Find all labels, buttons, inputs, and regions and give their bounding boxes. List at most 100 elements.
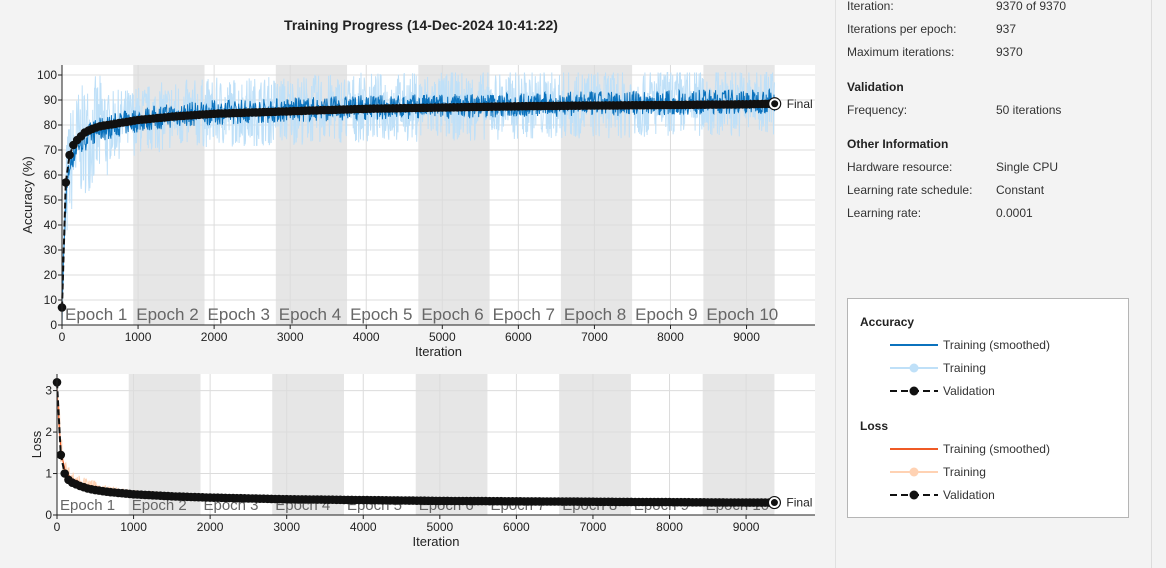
training-charts: Epoch 1 Epoch 2 Epoch 3 Epoch 4 Epoch 5 Epoch… <box>20 65 815 549</box>
info-label: Maximum iterations: <box>847 45 955 59</box>
x-axis-label: Iteration <box>413 534 460 549</box>
info-value: 9370 <box>996 45 1023 59</box>
x-tick-label: 6000 <box>505 330 532 344</box>
y-tick-label: 0 <box>50 318 57 332</box>
training-progress-title: Training Progress (14-Dec-2024 10:41:22) <box>284 17 558 33</box>
epoch-band <box>272 374 344 515</box>
final-label: Final <box>786 496 812 510</box>
vertical-scrollbar[interactable] <box>1151 0 1166 568</box>
epoch-label: Epoch 3 <box>208 305 270 324</box>
y-tick-label: 90 <box>44 93 58 107</box>
epoch-label: Epoch 5 <box>350 305 412 324</box>
plot-area: Training Progress (14-Dec-2024 10:41:22)… <box>20 17 815 549</box>
legend-item: Training <box>943 361 986 375</box>
y-tick-label: 10 <box>44 293 58 307</box>
y-tick-label: 50 <box>44 193 58 207</box>
info-label: Iterations per epoch: <box>847 22 957 36</box>
other-information-header: Other Information <box>847 137 949 151</box>
y-tick-label: 30 <box>44 243 58 257</box>
info-value: 50 iterations <box>996 103 1062 117</box>
final-marker-dot <box>770 499 778 507</box>
x-tick-label: 0 <box>59 330 66 344</box>
y-tick-label: 40 <box>44 218 58 232</box>
epoch-label: Epoch 4 <box>279 305 341 324</box>
y-tick-label: 70 <box>44 143 58 157</box>
x-tick-label: 4000 <box>350 520 377 534</box>
epoch-label: Epoch 10 <box>706 305 778 324</box>
epoch-band <box>415 374 488 515</box>
epoch-label: Epoch 2 <box>132 497 187 514</box>
epoch-label: Epoch 1 <box>65 305 127 324</box>
y-tick-label: 3 <box>45 384 52 398</box>
x-tick-label: 1000 <box>120 520 147 534</box>
acc-validation-marker <box>909 386 919 396</box>
legend-item: Training (smoothed) <box>943 442 1050 456</box>
epoch-label: Epoch 7 <box>493 305 555 324</box>
info-value: Constant <box>996 183 1045 197</box>
info-value: 937 <box>996 22 1017 36</box>
accuracy-legend-swatches <box>890 344 938 396</box>
acc-training-marker <box>909 363 919 373</box>
epoch-label: Epoch 6 <box>421 305 483 324</box>
info-label: Hardware resource: <box>847 160 953 174</box>
info-value: 0.0001 <box>996 206 1033 220</box>
info-label: Iteration: <box>847 0 894 13</box>
epoch-label: Epoch 9 <box>635 305 697 324</box>
legend-accuracy-header: Accuracy <box>860 315 915 329</box>
final-label: Final <box>787 97 813 111</box>
x-tick-label: 3000 <box>273 520 300 534</box>
x-tick-label: 8000 <box>656 520 683 534</box>
x-tick-label: 0 <box>54 520 61 534</box>
x-tick-label: 6000 <box>503 520 530 534</box>
x-tick-label: 1000 <box>125 330 152 344</box>
y-tick-label: 100 <box>37 68 57 82</box>
y-tick-label: 2 <box>45 425 52 439</box>
epoch-label: Epoch 1 <box>60 497 115 514</box>
final-marker-dot <box>771 100 779 108</box>
info-label: Frequency: <box>847 103 908 117</box>
epoch-band <box>702 374 775 515</box>
epoch-band <box>559 374 631 515</box>
x-tick-label: 4000 <box>353 330 380 344</box>
info-label: Learning rate schedule: <box>847 183 973 197</box>
x-tick-label: 2000 <box>201 330 228 344</box>
x-tick-label: 3000 <box>277 330 304 344</box>
loss-legend-swatches <box>890 448 938 500</box>
legend-item: Training <box>943 465 986 479</box>
x-tick-label: 8000 <box>657 330 684 344</box>
x-tick-label: 7000 <box>580 520 607 534</box>
loss-training-marker <box>909 467 919 477</box>
loss-validation-marker <box>909 490 919 500</box>
x-axis-label: Iteration <box>415 344 462 359</box>
y-axis-label: Accuracy (%) <box>20 156 35 233</box>
epoch-label: Epoch 2 <box>136 305 198 324</box>
loss-chart: Epoch 1 Epoch 2 Epoch 3 Epoch 4 Epoch 5 Epoch… <box>29 374 815 549</box>
x-tick-label: 9000 <box>733 330 760 344</box>
validation-point <box>60 469 69 478</box>
info-value: 9370 of 9370 <box>996 0 1067 13</box>
legend-loss-header: Loss <box>860 419 889 433</box>
x-tick-label: 2000 <box>197 520 224 534</box>
y-tick-label: 60 <box>44 168 58 182</box>
accuracy-chart: Epoch 1 Epoch 2 Epoch 3 Epoch 4 Epoch 5 Epoch… <box>20 65 815 359</box>
legend-item: Validation <box>943 488 995 502</box>
y-tick-label: 80 <box>44 118 58 132</box>
x-tick-label: 5000 <box>429 330 456 344</box>
y-tick-label: 0 <box>45 508 52 522</box>
y-tick-label: 1 <box>45 467 52 481</box>
validation-point <box>65 150 74 160</box>
x-tick-label: 5000 <box>426 520 453 534</box>
validation-header: Validation <box>847 80 904 94</box>
legend-item: Validation <box>943 384 995 398</box>
y-axis-label: Loss <box>29 430 44 458</box>
x-tick-label: 7000 <box>581 330 608 344</box>
epoch-label: Epoch 8 <box>564 305 626 324</box>
info-value: Single CPU <box>996 160 1059 174</box>
validation-point <box>61 178 71 187</box>
info-panel: Iteration: 9370 of 9370 Iterations per epo… <box>835 0 1152 568</box>
legend-item: Training (smoothed) <box>943 338 1050 352</box>
validation-point <box>56 450 66 460</box>
info-label: Learning rate: <box>847 206 922 220</box>
legend-box: Accuracy Training (smoothed) Training Va… <box>847 298 1129 518</box>
y-tick-label: 20 <box>44 268 58 282</box>
